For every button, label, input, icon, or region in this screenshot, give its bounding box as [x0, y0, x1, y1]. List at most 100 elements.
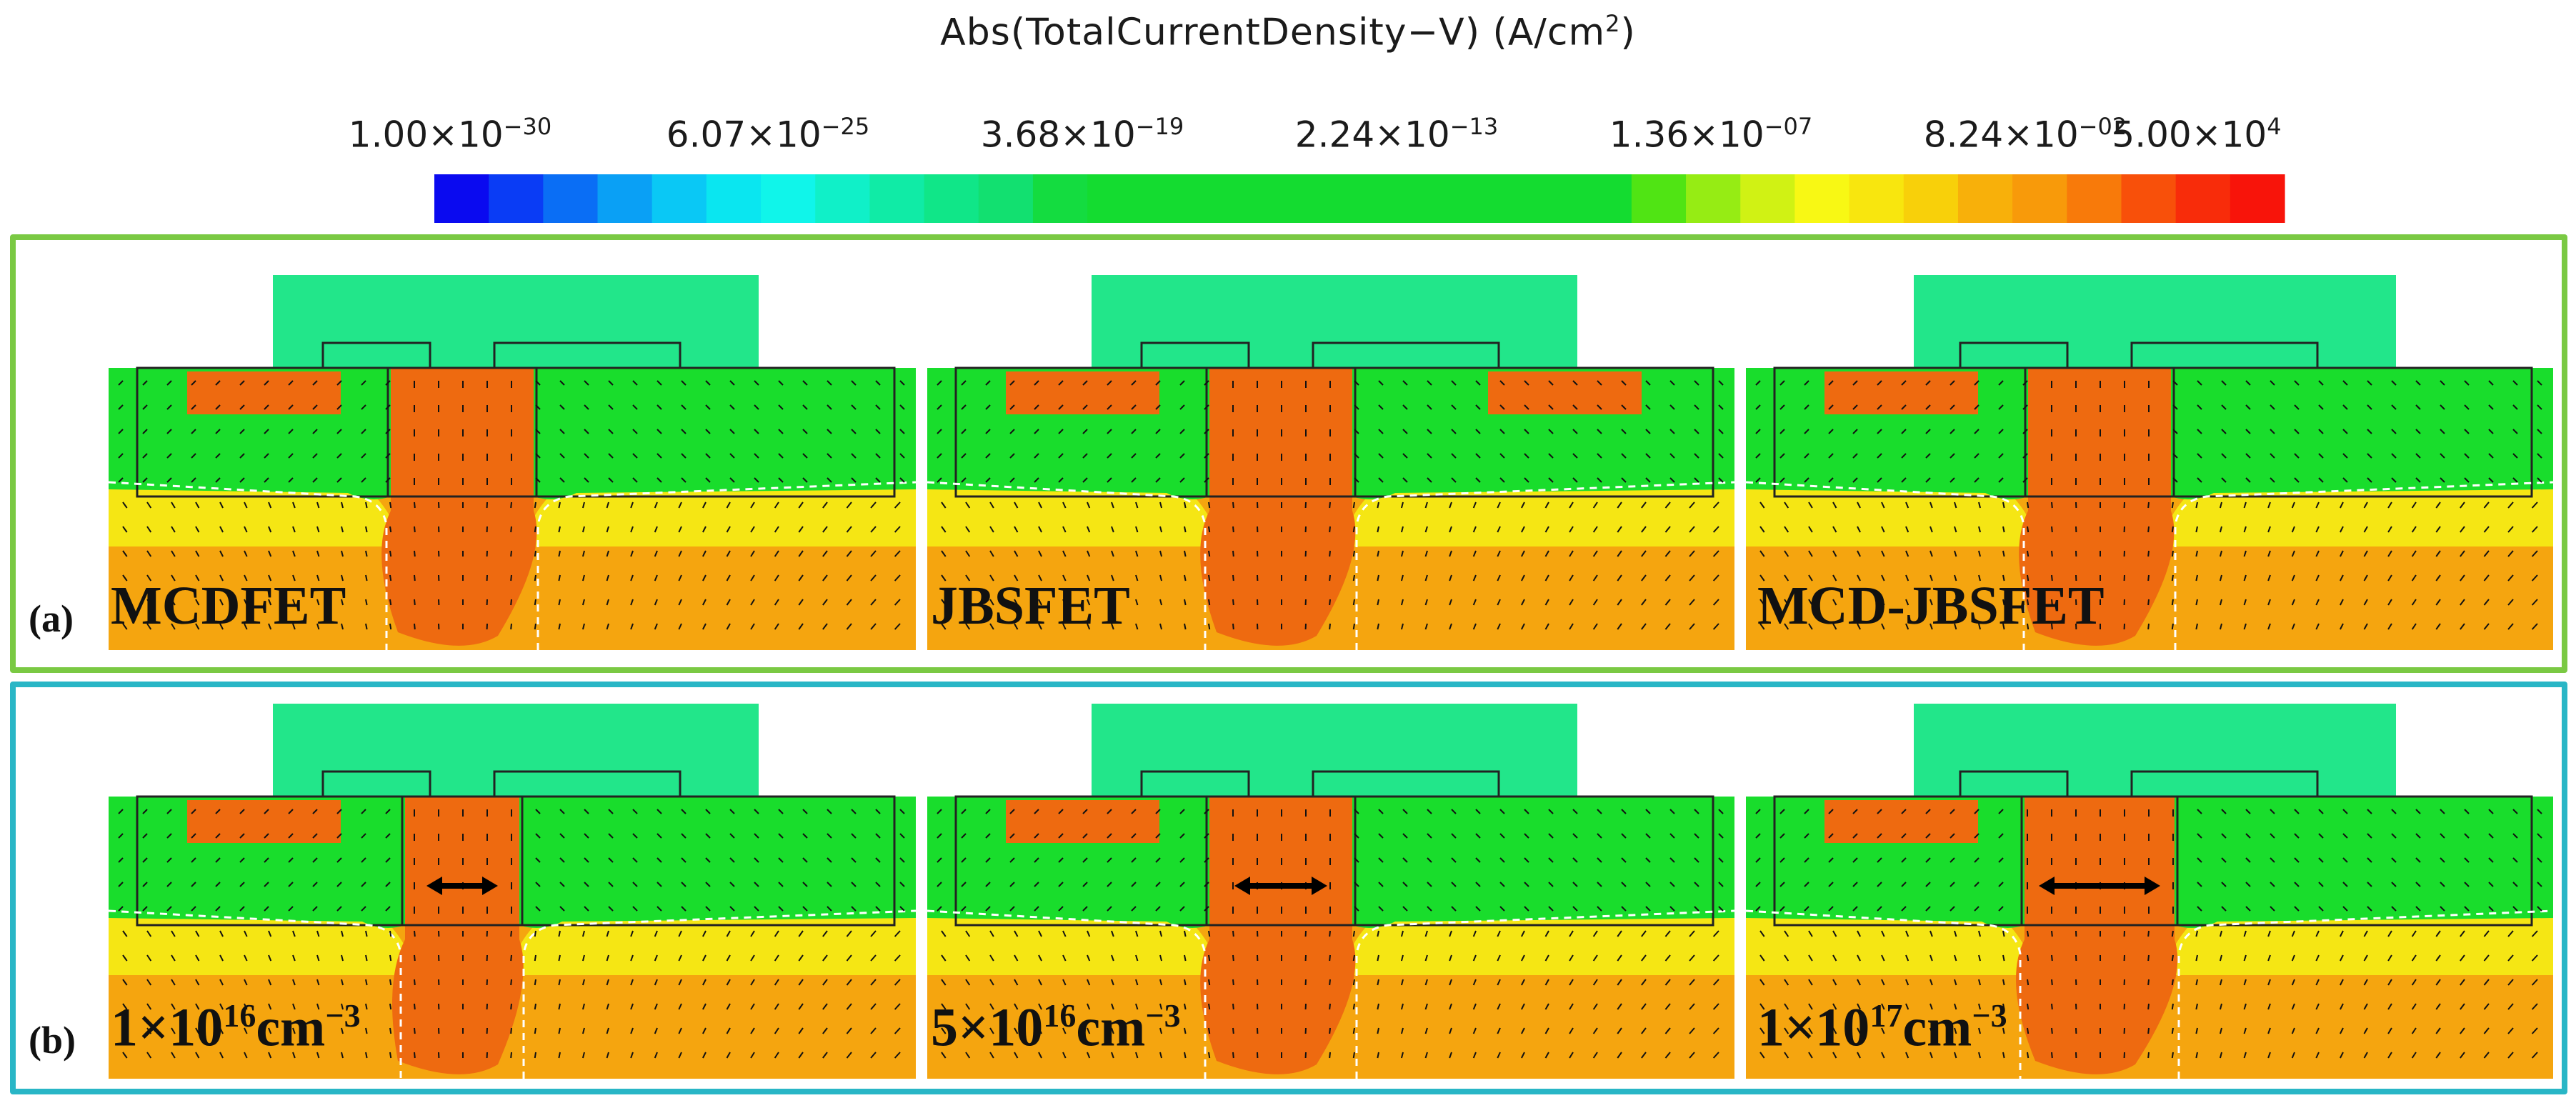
- current-vector: [1712, 954, 1719, 962]
- current-vector: [2195, 1027, 2198, 1034]
- current-vector: [1828, 809, 1834, 814]
- current-vector: [2460, 501, 2465, 509]
- current-vector: [1548, 453, 1554, 459]
- current-vector: [414, 501, 416, 509]
- current-vector: [1852, 380, 1858, 386]
- colorbar-tick-label: 3.68×10−19: [980, 113, 1184, 156]
- current-vector: [985, 857, 991, 863]
- current-vector: [2411, 979, 2417, 986]
- current-vector: [581, 1052, 585, 1059]
- current-vector: [630, 1003, 634, 1010]
- current-vector: [875, 477, 881, 483]
- current-vector: [361, 906, 366, 912]
- current-vector: [1808, 599, 1813, 606]
- current-vector: [1524, 833, 1529, 839]
- current-vector: [312, 380, 318, 386]
- current-vector: [1451, 833, 1457, 839]
- current-vector: [1597, 906, 1602, 912]
- current-vector: [965, 1003, 971, 1010]
- current-vector: [2531, 599, 2538, 606]
- current-vector: [1784, 954, 1789, 962]
- current-vector: [2002, 599, 2005, 606]
- current-vector: [1424, 954, 1428, 962]
- colorbar-segment: [1359, 174, 1414, 223]
- current-vector: [1524, 857, 1529, 863]
- current-vector: [1427, 857, 1432, 863]
- current-vector: [1759, 501, 1765, 509]
- current-vector: [606, 954, 609, 962]
- current-vector: [1184, 526, 1187, 533]
- current-vector: [239, 833, 245, 839]
- current-vector: [215, 429, 221, 434]
- current-vector: [1544, 623, 1549, 630]
- current-vector: [1179, 906, 1185, 912]
- current-vector: [292, 930, 296, 937]
- current-vector: [606, 1003, 609, 1010]
- current-vector: [1058, 882, 1064, 887]
- current-vector: [1592, 1027, 1598, 1034]
- current-vector: [822, 526, 828, 533]
- current-vector: [1204, 429, 1209, 434]
- current-vector: [2171, 1027, 2174, 1034]
- current-vector: [2147, 574, 2150, 582]
- current-vector: [1804, 380, 1809, 386]
- current-vector: [341, 550, 344, 557]
- current-vector: [1978, 954, 1981, 962]
- current-vector: [341, 1027, 344, 1034]
- current-vector: [1901, 477, 1907, 483]
- current-vector: [654, 501, 658, 509]
- current-vector: [1641, 979, 1647, 986]
- current-vector: [244, 501, 248, 509]
- current-vector: [389, 954, 392, 962]
- current-vector: [1925, 453, 1931, 459]
- current-vector: [1451, 404, 1457, 410]
- current-vector: [389, 599, 392, 606]
- current-vector: [846, 526, 852, 533]
- current-vector: [2460, 979, 2465, 986]
- current-vector: [1808, 979, 1813, 986]
- current-vector: [1954, 1003, 1957, 1010]
- current-vector: [1475, 882, 1481, 887]
- current-vector: [365, 979, 368, 986]
- current-vector: [750, 1003, 755, 1010]
- current-vector: [142, 404, 148, 410]
- current-vector: [2531, 550, 2538, 557]
- current-vector: [2488, 857, 2494, 863]
- colorbar-segment: [1849, 174, 1904, 223]
- current-vector: [1929, 979, 1933, 986]
- current-vector: [2342, 882, 2348, 887]
- current-vector: [941, 526, 947, 533]
- current-vector: [2221, 906, 2227, 912]
- current-vector: [1378, 857, 1384, 863]
- current-vector: [288, 809, 294, 814]
- current-vector: [2243, 599, 2247, 606]
- current-vector: [1929, 1027, 1933, 1034]
- current-vector: [822, 1027, 828, 1034]
- current-vector: [965, 1052, 971, 1059]
- current-vector: [2483, 979, 2490, 986]
- current-vector: [2267, 501, 2271, 509]
- current-vector: [681, 833, 687, 839]
- current-vector: [1597, 380, 1602, 386]
- current-vector: [1978, 1052, 1981, 1059]
- current-vector: [1544, 930, 1549, 937]
- current-vector: [1038, 930, 1042, 937]
- current-vector: [1669, 809, 1675, 814]
- current-vector: [937, 477, 942, 483]
- current-vector: [1034, 477, 1039, 483]
- current-vector: [2315, 930, 2320, 937]
- current-vector: [559, 477, 565, 483]
- current-vector: [1544, 979, 1549, 986]
- current-vector: [937, 404, 942, 410]
- current-vector: [798, 526, 804, 533]
- current-vector: [1852, 833, 1858, 839]
- current-vector: [1087, 501, 1091, 509]
- current-vector: [851, 833, 857, 839]
- current-vector: [1378, 477, 1384, 483]
- current-vector: [875, 882, 881, 887]
- current-vector: [846, 1003, 852, 1010]
- current-vector: [535, 906, 541, 912]
- current-vector: [827, 906, 832, 912]
- current-vector: [870, 979, 877, 986]
- current-vector: [899, 477, 905, 483]
